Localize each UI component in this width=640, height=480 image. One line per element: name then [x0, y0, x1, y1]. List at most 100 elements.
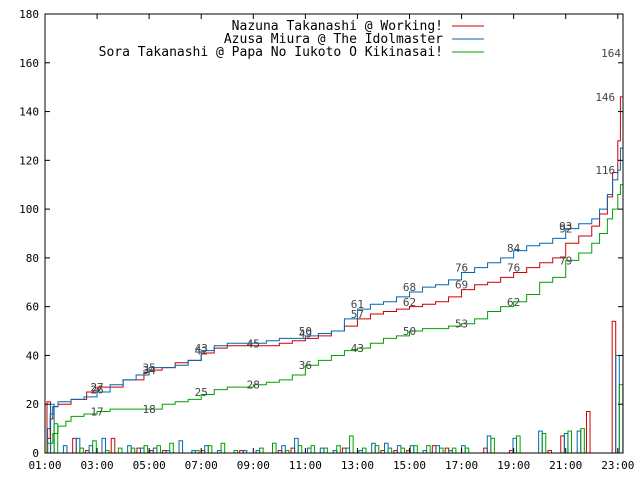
bar	[75, 437, 81, 454]
data-label: 61	[351, 298, 364, 311]
data-label: 42	[195, 345, 208, 358]
bar	[541, 432, 547, 454]
x-tick-label: 23:00	[601, 459, 634, 472]
bar	[169, 442, 174, 454]
data-label: 84	[507, 242, 521, 255]
x-tick-label: 21:00	[549, 459, 582, 472]
data-label: 45	[247, 337, 260, 350]
data-label: 18	[143, 403, 156, 416]
bar	[72, 437, 77, 454]
data-label: 69	[455, 279, 468, 292]
bar	[127, 445, 132, 454]
data-label: 25	[195, 386, 208, 399]
bar	[435, 445, 440, 454]
bar	[79, 447, 84, 454]
bar	[374, 445, 380, 454]
bar	[567, 430, 572, 454]
y-tick-label: 120	[19, 154, 39, 167]
bar	[451, 447, 457, 454]
data-label: 146	[595, 91, 615, 104]
bar	[130, 447, 136, 454]
x-tick-label: 17:00	[445, 459, 478, 472]
data-label: 36	[299, 359, 312, 372]
data-label: 49	[299, 327, 312, 340]
data-label: 28	[247, 379, 260, 392]
bar	[220, 442, 226, 454]
bar	[294, 437, 299, 454]
bar	[396, 445, 402, 454]
y-tick-label: 40	[26, 349, 39, 362]
bar	[444, 447, 450, 454]
bar	[306, 447, 312, 454]
bar	[271, 442, 277, 454]
plot-frame	[44, 13, 624, 454]
series-line	[45, 96, 624, 454]
data-label: 43	[351, 342, 364, 355]
bar	[110, 437, 116, 454]
bar	[156, 445, 161, 454]
x-tick-label: 11:00	[289, 459, 322, 472]
bar	[207, 445, 213, 454]
bar	[143, 445, 149, 454]
bar	[345, 447, 351, 454]
bar	[387, 447, 393, 454]
x-tick-label: 09:00	[237, 459, 270, 472]
data-label: 79	[559, 254, 572, 267]
bar	[53, 423, 59, 454]
bar	[431, 445, 437, 454]
legend-label: Nazuna Takanashi @ Working!	[232, 19, 443, 34]
bar	[92, 440, 97, 454]
bar	[139, 447, 145, 454]
bar	[585, 411, 591, 454]
bar	[117, 447, 123, 454]
data-label: 62	[403, 296, 416, 309]
x-tick-label: 03:00	[81, 459, 114, 472]
data-label: 17	[90, 406, 103, 419]
bar	[516, 435, 521, 454]
y-tick-label: 0	[32, 447, 39, 460]
y-tick-label: 180	[19, 8, 39, 21]
x-tick-label: 05:00	[133, 459, 166, 472]
bar	[490, 437, 495, 454]
bar	[290, 447, 296, 454]
bar	[413, 445, 418, 454]
series-line	[45, 53, 624, 454]
bar	[178, 440, 184, 454]
legend: Nazuna Takanashi @ Working!Azusa Miura @…	[99, 19, 484, 60]
bar	[384, 442, 389, 454]
bar	[319, 447, 325, 454]
data-label: 27	[90, 381, 103, 394]
data-label: 35	[143, 362, 156, 375]
x-tick-label: 15:00	[393, 459, 426, 472]
bar	[464, 447, 470, 454]
data-label: 50	[299, 325, 312, 338]
bar	[486, 435, 492, 454]
bar	[580, 428, 585, 454]
data-label: 53	[455, 318, 468, 331]
bar	[400, 447, 406, 454]
bar	[409, 445, 415, 454]
bar	[483, 447, 488, 454]
data-label: 93	[559, 220, 572, 233]
bar	[136, 447, 141, 454]
bar	[538, 430, 543, 454]
bar	[371, 442, 376, 454]
bar	[297, 445, 303, 454]
bar	[204, 445, 209, 454]
bar	[611, 320, 617, 454]
x-tick-label: 01:00	[28, 459, 61, 472]
legend-label: Sora Takanashi @ Papa No Iukoto O Kikina…	[99, 45, 443, 60]
bar	[281, 445, 286, 454]
data-label: 62	[507, 296, 520, 309]
bar	[349, 435, 354, 454]
data-label: 76	[455, 262, 468, 275]
data-label: 50	[403, 325, 416, 338]
data-label: 164	[601, 47, 621, 60]
x-tick-label: 19:00	[497, 459, 530, 472]
data-label: 34	[143, 364, 157, 377]
bar	[341, 447, 347, 454]
data-label: 92	[559, 223, 572, 236]
bar	[62, 445, 68, 454]
